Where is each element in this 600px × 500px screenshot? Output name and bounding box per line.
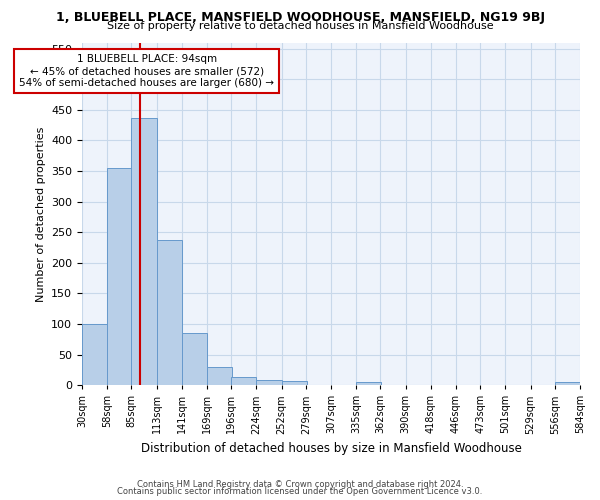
Bar	[231, 376, 256, 385]
Text: Contains public sector information licensed under the Open Government Licence v3: Contains public sector information licen…	[118, 487, 482, 496]
Bar	[131, 118, 157, 385]
Bar	[157, 240, 182, 385]
Text: 1, BLUEBELL PLACE, MANSFIELD WOODHOUSE, MANSFIELD, NG19 9BJ: 1, BLUEBELL PLACE, MANSFIELD WOODHOUSE, …	[56, 11, 545, 24]
Bar	[356, 382, 382, 385]
Text: 1 BLUEBELL PLACE: 94sqm
← 45% of detached houses are smaller (572)
54% of semi-d: 1 BLUEBELL PLACE: 94sqm ← 45% of detache…	[19, 54, 274, 88]
Bar	[555, 382, 580, 385]
Bar	[182, 333, 207, 385]
Text: Size of property relative to detached houses in Mansfield Woodhouse: Size of property relative to detached ho…	[107, 21, 493, 31]
Bar	[82, 324, 107, 385]
Bar	[107, 168, 133, 385]
X-axis label: Distribution of detached houses by size in Mansfield Woodhouse: Distribution of detached houses by size …	[140, 442, 521, 455]
Bar	[256, 380, 281, 385]
Text: Contains HM Land Registry data © Crown copyright and database right 2024.: Contains HM Land Registry data © Crown c…	[137, 480, 463, 489]
Bar	[281, 382, 307, 385]
Bar	[207, 368, 232, 385]
Y-axis label: Number of detached properties: Number of detached properties	[35, 126, 46, 302]
